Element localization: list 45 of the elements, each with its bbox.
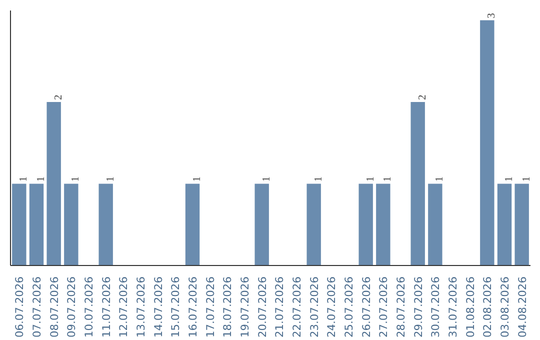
data-label: 2	[53, 94, 64, 100]
data-label: 1	[18, 176, 30, 182]
x-tick-label: 29.07.2026	[412, 276, 425, 338]
x-tick-label: 20.07.2026	[256, 276, 269, 338]
x-tick-label: 30.07.2026	[429, 276, 442, 338]
x-tick-label: 10.07.2026	[82, 276, 96, 338]
data-label: 2	[417, 94, 428, 100]
data-label: 1	[261, 176, 272, 182]
x-tick-label: 12.07.2026	[117, 276, 130, 338]
x-tick-label: 16.07.2026	[186, 276, 200, 338]
x-tick-label: 26.07.2026	[360, 276, 373, 338]
x-tick-label: 19.07.2026	[238, 276, 252, 338]
data-label: 1	[105, 176, 116, 182]
data-label: 1	[70, 176, 82, 182]
x-tick-label: 28.07.2026	[394, 276, 408, 338]
x-tick-label: 09.07.2026	[65, 276, 78, 338]
x-tick-label: 27.07.2026	[377, 276, 390, 338]
data-label: 1	[36, 176, 47, 182]
x-tick-label: 31.07.2026	[446, 276, 460, 338]
x-tick-label: 08.07.2026	[48, 276, 61, 338]
x-tick-label: 01.08.2026	[464, 276, 477, 338]
x-tick-label: 07.07.2026	[30, 276, 44, 338]
data-label: 1	[504, 176, 515, 182]
data-label: 1	[192, 176, 203, 182]
x-tick-label: 13.07.2026	[134, 276, 148, 338]
x-tick-label: 06.07.2026	[13, 276, 26, 338]
data-label: 1	[434, 176, 446, 182]
x-tick-label: 04.08.2026	[516, 276, 529, 338]
x-tick-label: 18.07.2026	[221, 276, 234, 338]
x-tick-label: 15.07.2026	[169, 276, 182, 338]
data-label: 1	[365, 176, 376, 182]
data-label: 1	[313, 176, 324, 182]
x-tick-label: 02.08.2026	[481, 276, 494, 338]
x-tick-label: 14.07.2026	[152, 276, 165, 338]
x-tick-label: 03.08.2026	[498, 276, 512, 338]
data-label: 3	[486, 12, 498, 18]
x-tick-label: 22.07.2026	[290, 276, 304, 338]
x-tick-label: 25.07.2026	[342, 276, 356, 338]
x-tick-label: 17.07.2026	[204, 276, 217, 338]
data-label: 1	[521, 176, 532, 182]
x-tick-label: 24.07.2026	[325, 276, 338, 338]
x-tick-label: 23.07.2026	[308, 276, 321, 338]
data-label: 1	[382, 176, 394, 182]
x-tick-label: 21.07.2026	[273, 276, 286, 338]
x-tick-label: 11.07.2026	[100, 276, 113, 338]
